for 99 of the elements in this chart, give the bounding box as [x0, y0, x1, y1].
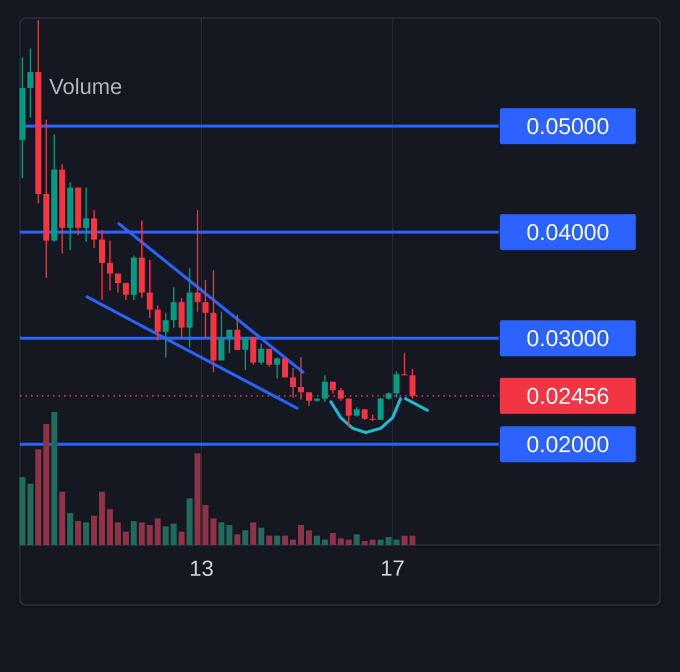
bar: [178, 532, 185, 545]
candlestick: [218, 311, 224, 362]
bar: [59, 492, 66, 545]
candlestick: [99, 229, 106, 301]
candlestick: [234, 314, 240, 351]
ref-line-label: 0.02456: [527, 388, 608, 404]
candlestick: [106, 240, 113, 292]
candlestick: [401, 352, 408, 376]
bar: [330, 533, 336, 545]
candlestick: [378, 396, 384, 421]
bar: [170, 524, 177, 545]
x-tick-label: 17: [382, 560, 404, 576]
bar: [394, 540, 400, 545]
candlestick: [75, 186, 82, 236]
bar: [314, 536, 320, 545]
candlestick: [322, 374, 328, 402]
candlestick: [210, 270, 216, 373]
bar: [258, 528, 264, 545]
candlestick: [114, 272, 121, 294]
candlestick: [266, 348, 272, 368]
bar: [234, 534, 240, 545]
candlestick: [83, 186, 90, 242]
candlestick: [51, 134, 58, 242]
bar: [19, 477, 26, 545]
candlestick: [226, 329, 232, 354]
bar: [298, 525, 304, 545]
candlestick: [186, 268, 193, 348]
candlestick: [282, 358, 288, 378]
candlestick: [146, 259, 153, 319]
candlestick: [258, 342, 264, 366]
candlestick: [35, 19, 42, 204]
bar: [242, 530, 248, 545]
candlestick: [43, 119, 50, 278]
bar: [409, 536, 416, 545]
bar: [354, 534, 360, 545]
bar: [138, 522, 145, 545]
bar: [322, 540, 328, 545]
bar: [162, 526, 169, 545]
bar: [106, 509, 113, 545]
bar: [35, 449, 42, 545]
candlestick: [274, 356, 280, 380]
candlestick: [130, 254, 137, 301]
y-tick-label: 0.05000: [527, 118, 608, 134]
bar: [99, 492, 106, 545]
bar: [250, 522, 256, 545]
y-tick-label: 0.02000: [527, 436, 608, 452]
bar: [83, 522, 90, 545]
bar: [75, 521, 82, 545]
candlestick: [178, 297, 185, 338]
candlestick: [194, 209, 201, 312]
y-tick-label: 0.03000: [527, 330, 608, 346]
candlestick: [202, 279, 208, 339]
candlestick: [67, 182, 74, 251]
bar: [386, 537, 392, 545]
candlestick: [362, 408, 368, 421]
candlestick: [242, 336, 248, 371]
bar: [282, 536, 288, 545]
candlestick: [19, 56, 26, 179]
candlestick: [154, 304, 161, 341]
candlestick: [346, 398, 352, 428]
candlestick: [170, 286, 177, 328]
bar: [202, 505, 208, 545]
candlestick: [59, 164, 66, 254]
bar: [378, 540, 384, 545]
bar: [226, 525, 232, 545]
candlestick: [162, 312, 169, 358]
bar: [362, 540, 368, 545]
bar: [266, 536, 272, 545]
candlestick: [354, 406, 360, 418]
bar: [91, 516, 98, 545]
bar: [67, 513, 74, 545]
bar: [401, 536, 408, 545]
chart-title: Volume: [49, 78, 122, 94]
bar: [51, 412, 58, 545]
candlestick: [91, 209, 98, 249]
candlestick: [27, 48, 34, 118]
candlestick: [122, 282, 129, 301]
bar: [306, 530, 312, 545]
bar: [218, 522, 224, 545]
bar: [194, 453, 201, 545]
bar: [122, 532, 129, 545]
bar: [338, 538, 344, 545]
bar: [210, 518, 216, 545]
bar: [130, 521, 137, 545]
candlestick: [394, 370, 400, 398]
candlestick: [330, 381, 336, 394]
bar: [290, 540, 296, 545]
candlestick: [370, 414, 376, 422]
bar: [274, 536, 280, 545]
bar: [346, 540, 352, 545]
candlestick: [138, 220, 145, 299]
bar: [114, 522, 121, 545]
bar: [370, 540, 376, 545]
x-tick-label: 13: [190, 560, 213, 576]
candlestick: [250, 336, 256, 366]
bar: [186, 498, 193, 545]
bar: [43, 424, 50, 545]
y-tick-label: 0.04000: [527, 224, 608, 240]
bar: [27, 484, 34, 545]
